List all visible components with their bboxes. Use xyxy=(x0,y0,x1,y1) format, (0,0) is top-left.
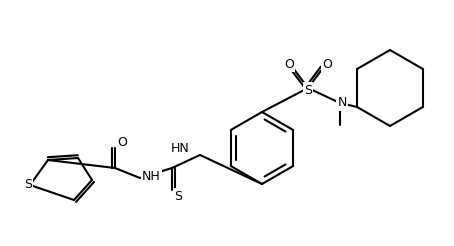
Text: NH: NH xyxy=(142,169,161,183)
Text: N: N xyxy=(337,96,347,109)
Text: S: S xyxy=(174,189,182,202)
Text: O: O xyxy=(284,58,294,71)
Text: O: O xyxy=(117,137,127,150)
Text: O: O xyxy=(322,58,332,71)
Text: HN: HN xyxy=(171,142,190,155)
Text: S: S xyxy=(304,83,312,96)
Text: S: S xyxy=(24,179,32,191)
